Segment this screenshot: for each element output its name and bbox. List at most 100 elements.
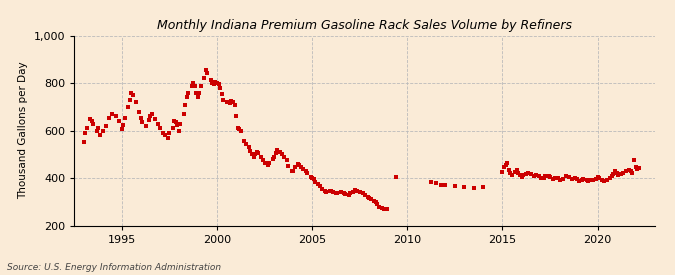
Point bbox=[236, 128, 246, 133]
Point bbox=[630, 164, 641, 169]
Point bbox=[518, 173, 529, 177]
Point bbox=[221, 100, 232, 104]
Point bbox=[277, 152, 288, 156]
Point bbox=[244, 145, 254, 149]
Point bbox=[224, 101, 235, 106]
Point bbox=[259, 160, 270, 165]
Point bbox=[514, 172, 525, 177]
Point bbox=[319, 189, 330, 193]
Point bbox=[370, 200, 381, 204]
Point bbox=[231, 114, 242, 119]
Point bbox=[297, 166, 308, 171]
Point bbox=[178, 112, 189, 116]
Point bbox=[610, 169, 620, 174]
Point bbox=[581, 178, 592, 182]
Point bbox=[504, 167, 514, 172]
Point bbox=[104, 116, 115, 120]
Point bbox=[450, 184, 460, 189]
Point bbox=[128, 93, 138, 97]
Point bbox=[344, 192, 354, 197]
Point bbox=[207, 81, 217, 85]
Point bbox=[250, 152, 261, 156]
Point bbox=[549, 175, 560, 180]
Point bbox=[251, 150, 262, 154]
Point bbox=[101, 124, 111, 128]
Point bbox=[137, 120, 148, 125]
Point bbox=[288, 169, 298, 173]
Point bbox=[192, 95, 203, 100]
Point bbox=[592, 175, 603, 179]
Point bbox=[264, 160, 275, 165]
Point bbox=[159, 133, 170, 138]
Point bbox=[194, 90, 205, 95]
Point bbox=[435, 183, 446, 187]
Point bbox=[359, 192, 370, 197]
Point bbox=[146, 112, 157, 116]
Point bbox=[283, 164, 294, 168]
Point bbox=[245, 148, 256, 153]
Point bbox=[516, 175, 527, 179]
Point bbox=[199, 76, 210, 81]
Point bbox=[118, 122, 129, 127]
Point bbox=[573, 179, 584, 183]
Point bbox=[629, 157, 640, 162]
Point bbox=[591, 176, 601, 181]
Point bbox=[373, 204, 384, 209]
Point bbox=[91, 128, 102, 133]
Point bbox=[459, 185, 470, 189]
Point bbox=[627, 171, 638, 175]
Point bbox=[119, 116, 130, 120]
Point bbox=[124, 98, 135, 102]
Point bbox=[545, 175, 556, 180]
Point bbox=[315, 184, 325, 189]
Point bbox=[164, 131, 175, 135]
Point bbox=[153, 121, 164, 126]
Point bbox=[305, 175, 316, 179]
Point bbox=[560, 174, 571, 178]
Point bbox=[543, 174, 554, 178]
Point bbox=[169, 119, 180, 123]
Point bbox=[313, 182, 324, 186]
Text: Source: U.S. Energy Information Administration: Source: U.S. Energy Information Administ… bbox=[7, 263, 221, 272]
Point bbox=[335, 190, 346, 194]
Point bbox=[116, 127, 127, 132]
Point bbox=[306, 176, 317, 180]
Point bbox=[80, 131, 90, 135]
Point bbox=[246, 152, 257, 156]
Point bbox=[200, 68, 211, 72]
Point bbox=[354, 190, 365, 194]
Point bbox=[196, 83, 207, 88]
Point bbox=[548, 176, 559, 181]
Point bbox=[234, 127, 244, 132]
Point bbox=[340, 192, 351, 196]
Point bbox=[381, 207, 392, 211]
Point bbox=[583, 179, 593, 183]
Point bbox=[554, 178, 565, 182]
Point bbox=[350, 188, 360, 192]
Point bbox=[294, 163, 305, 167]
Point bbox=[144, 118, 155, 122]
Point bbox=[134, 109, 144, 114]
Point bbox=[227, 100, 238, 104]
Point bbox=[431, 181, 441, 185]
Point bbox=[586, 178, 597, 182]
Y-axis label: Thousand Gallons per Day: Thousand Gallons per Day bbox=[18, 62, 28, 199]
Point bbox=[576, 178, 587, 182]
Point bbox=[564, 175, 574, 180]
Point bbox=[240, 141, 251, 146]
Point bbox=[587, 178, 598, 183]
Point bbox=[321, 190, 332, 194]
Point bbox=[155, 126, 165, 130]
Point bbox=[626, 169, 637, 174]
Point bbox=[535, 176, 546, 180]
Point bbox=[540, 174, 551, 178]
Point bbox=[84, 117, 95, 121]
Point bbox=[140, 124, 151, 128]
Point bbox=[232, 126, 243, 130]
Point bbox=[258, 158, 269, 163]
Point bbox=[172, 122, 183, 127]
Point bbox=[278, 155, 289, 159]
Point bbox=[324, 189, 335, 193]
Point bbox=[602, 178, 613, 182]
Point bbox=[599, 179, 610, 183]
